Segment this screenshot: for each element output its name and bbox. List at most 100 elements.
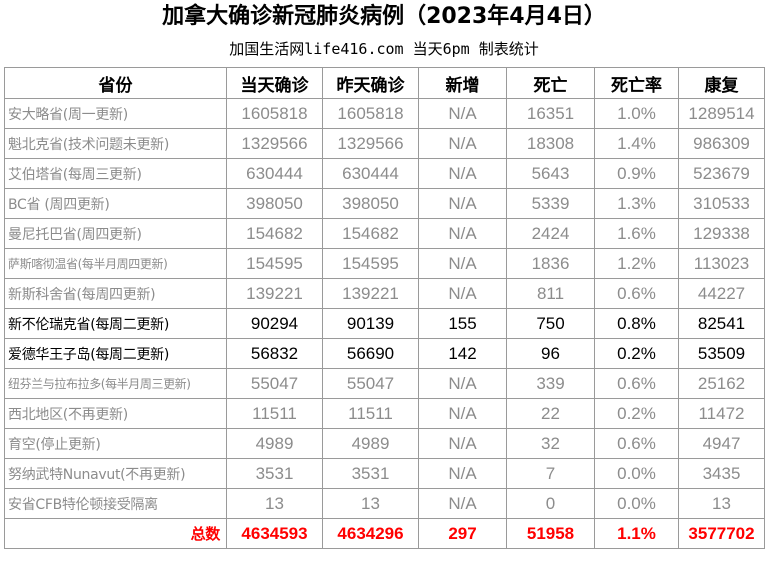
header-row: 省份 当天确诊 昨天确诊 新增 死亡 死亡率 康复: [4, 67, 765, 99]
cell-today: 3531: [226, 458, 323, 489]
cell-province: 新斯科舍省(每周四更新): [4, 278, 227, 309]
cell-today: 398050: [226, 188, 323, 219]
cell-death-rate: 0.9%: [594, 158, 679, 189]
cell-deaths: 7: [506, 458, 595, 489]
cell-yesterday: 90139: [322, 308, 419, 339]
total-death-rate: 1.1%: [594, 518, 679, 549]
cell-today: 1329566: [226, 128, 323, 159]
cell-death-rate: 0.8%: [594, 308, 679, 339]
header-province: 省份: [4, 67, 227, 99]
table-row: 纽芬兰与拉布拉多(每半月周三更新) 55047 55047 N/A 339 0.…: [4, 368, 765, 399]
cell-today: 139221: [226, 278, 323, 309]
cell-recovered: 523679: [678, 158, 765, 189]
cell-province: BC省 (周四更新): [4, 188, 227, 219]
cell-deaths: 750: [506, 308, 595, 339]
cell-new: N/A: [418, 488, 507, 519]
table-row: 努纳武特Nunavut(不再更新) 3531 3531 N/A 7 0.0% 3…: [4, 458, 765, 489]
cell-deaths: 32: [506, 428, 595, 459]
cell-province: 育空(停止更新): [4, 428, 227, 459]
cell-death-rate: 0.2%: [594, 398, 679, 429]
cell-death-rate: 0.6%: [594, 278, 679, 309]
cell-province: 安省CFB特伦顿接受隔离: [4, 488, 227, 519]
cell-yesterday: 398050: [322, 188, 419, 219]
cell-recovered: 44227: [678, 278, 765, 309]
cell-death-rate: 0.2%: [594, 338, 679, 369]
cell-new: N/A: [418, 278, 507, 309]
total-deaths: 51958: [506, 518, 595, 549]
table-row: 萨斯喀彻温省(每半月周四更新) 154595 154595 N/A 1836 1…: [4, 248, 765, 279]
cell-death-rate: 1.2%: [594, 248, 679, 279]
cell-recovered: 129338: [678, 218, 765, 249]
cell-yesterday: 139221: [322, 278, 419, 309]
cell-today: 55047: [226, 368, 323, 399]
table-row: 新不伦瑞克省(每周二更新) 90294 90139 155 750 0.8% 8…: [4, 308, 765, 339]
cell-deaths: 811: [506, 278, 595, 309]
total-label: 总数: [4, 518, 227, 549]
cell-province: 努纳武特Nunavut(不再更新): [4, 458, 227, 489]
cell-deaths: 16351: [506, 98, 595, 129]
cell-today: 56832: [226, 338, 323, 369]
cell-today: 13: [226, 488, 323, 519]
cell-today: 90294: [226, 308, 323, 339]
table-row: 艾伯塔省(每周三更新) 630444 630444 N/A 5643 0.9% …: [4, 158, 765, 189]
cell-recovered: 82541: [678, 308, 765, 339]
cell-new: N/A: [418, 248, 507, 279]
cell-death-rate: 1.4%: [594, 128, 679, 159]
cell-recovered: 113023: [678, 248, 765, 279]
table-row: 安省CFB特伦顿接受隔离 13 13 N/A 0 0.0% 13: [4, 488, 765, 519]
cell-yesterday: 11511: [322, 398, 419, 429]
cell-province: 爱德华王子岛(每周二更新): [4, 338, 227, 369]
cell-province: 魁北克省(技术问题未更新): [4, 128, 227, 159]
cell-deaths: 5643: [506, 158, 595, 189]
cell-death-rate: 0.0%: [594, 458, 679, 489]
cell-province: 艾伯塔省(每周三更新): [4, 158, 227, 189]
total-yesterday: 4634296: [322, 518, 419, 549]
covid-cases-table: 省份 当天确诊 昨天确诊 新增 死亡 死亡率 康复 安大略省(周一更新) 160…: [4, 67, 765, 549]
cell-deaths: 5339: [506, 188, 595, 219]
total-today: 4634593: [226, 518, 323, 549]
cell-death-rate: 0.0%: [594, 488, 679, 519]
table-subtitle: 加国生活网life416.com 当天6pm 制表统计: [229, 40, 539, 58]
cell-yesterday: 154682: [322, 218, 419, 249]
table-row: 魁北克省(技术问题未更新) 1329566 1329566 N/A 18308 …: [4, 128, 765, 159]
cell-yesterday: 55047: [322, 368, 419, 399]
cell-new: N/A: [418, 128, 507, 159]
cell-deaths: 0: [506, 488, 595, 519]
cell-today: 630444: [226, 158, 323, 189]
cell-new: N/A: [418, 98, 507, 129]
cell-death-rate: 1.6%: [594, 218, 679, 249]
cell-new: N/A: [418, 458, 507, 489]
cell-new: N/A: [418, 158, 507, 189]
cell-deaths: 18308: [506, 128, 595, 159]
table-row: BC省 (周四更新) 398050 398050 N/A 5339 1.3% 3…: [4, 188, 765, 219]
cell-recovered: 1289514: [678, 98, 765, 129]
cell-yesterday: 13: [322, 488, 419, 519]
cell-deaths: 2424: [506, 218, 595, 249]
table-row: 爱德华王子岛(每周二更新) 56832 56690 142 96 0.2% 53…: [4, 338, 765, 369]
cell-new: 142: [418, 338, 507, 369]
cell-yesterday: 154595: [322, 248, 419, 279]
cell-new: N/A: [418, 368, 507, 399]
cell-yesterday: 3531: [322, 458, 419, 489]
cell-death-rate: 1.3%: [594, 188, 679, 219]
cell-yesterday: 630444: [322, 158, 419, 189]
cell-recovered: 986309: [678, 128, 765, 159]
table-row: 西北地区(不再更新) 11511 11511 N/A 22 0.2% 11472: [4, 398, 765, 429]
table-row: 安大略省(周一更新) 1605818 1605818 N/A 16351 1.0…: [4, 98, 765, 129]
cell-deaths: 96: [506, 338, 595, 369]
cell-today: 4989: [226, 428, 323, 459]
cell-recovered: 4947: [678, 428, 765, 459]
header-new: 新增: [418, 67, 507, 99]
header-today: 当天确诊: [226, 67, 323, 99]
cell-yesterday: 56690: [322, 338, 419, 369]
cell-death-rate: 0.6%: [594, 428, 679, 459]
cell-death-rate: 0.6%: [594, 368, 679, 399]
cell-today: 154682: [226, 218, 323, 249]
table-row: 曼尼托巴省(周四更新) 154682 154682 N/A 2424 1.6% …: [4, 218, 765, 249]
cell-recovered: 53509: [678, 338, 765, 369]
total-recovered: 3577702: [678, 518, 765, 549]
cell-recovered: 13: [678, 488, 765, 519]
table-title: 加拿大确诊新冠肺炎病例（2023年4月4日）: [162, 4, 606, 29]
table-row: 育空(停止更新) 4989 4989 N/A 32 0.6% 4947: [4, 428, 765, 459]
cell-deaths: 1836: [506, 248, 595, 279]
